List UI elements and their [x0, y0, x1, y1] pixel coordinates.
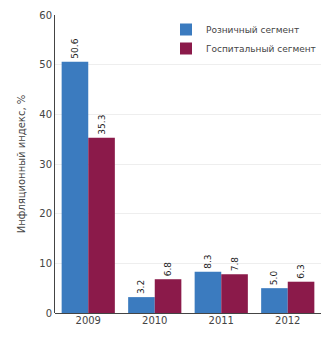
svg-text:2010: 2010 — [142, 315, 167, 326]
svg-text:Инфляционный индекс, %: Инфляционный индекс, % — [16, 95, 27, 234]
svg-text:40: 40 — [39, 109, 52, 120]
svg-text:3.2: 3.2 — [136, 280, 146, 294]
svg-text:50.6: 50.6 — [70, 38, 80, 58]
svg-text:6.3: 6.3 — [296, 264, 306, 278]
svg-text:6.8: 6.8 — [163, 262, 173, 277]
svg-text:5.0: 5.0 — [269, 271, 279, 286]
svg-text:8.3: 8.3 — [203, 254, 213, 268]
svg-text:Розничный сегмент: Розничный сегмент — [206, 25, 299, 35]
svg-text:10: 10 — [39, 258, 52, 269]
svg-text:50: 50 — [39, 59, 52, 70]
svg-text:7.8: 7.8 — [230, 257, 240, 272]
svg-text:35.3: 35.3 — [97, 115, 107, 135]
svg-text:20: 20 — [39, 208, 52, 219]
svg-text:2009: 2009 — [76, 315, 101, 326]
svg-text:2011: 2011 — [209, 315, 234, 326]
svg-text:2012: 2012 — [275, 315, 300, 326]
svg-text:0: 0 — [46, 308, 52, 319]
svg-text:Госпитальный сегмент: Госпитальный сегмент — [206, 44, 316, 54]
svg-text:30: 30 — [39, 159, 52, 170]
svg-text:60: 60 — [39, 10, 52, 21]
